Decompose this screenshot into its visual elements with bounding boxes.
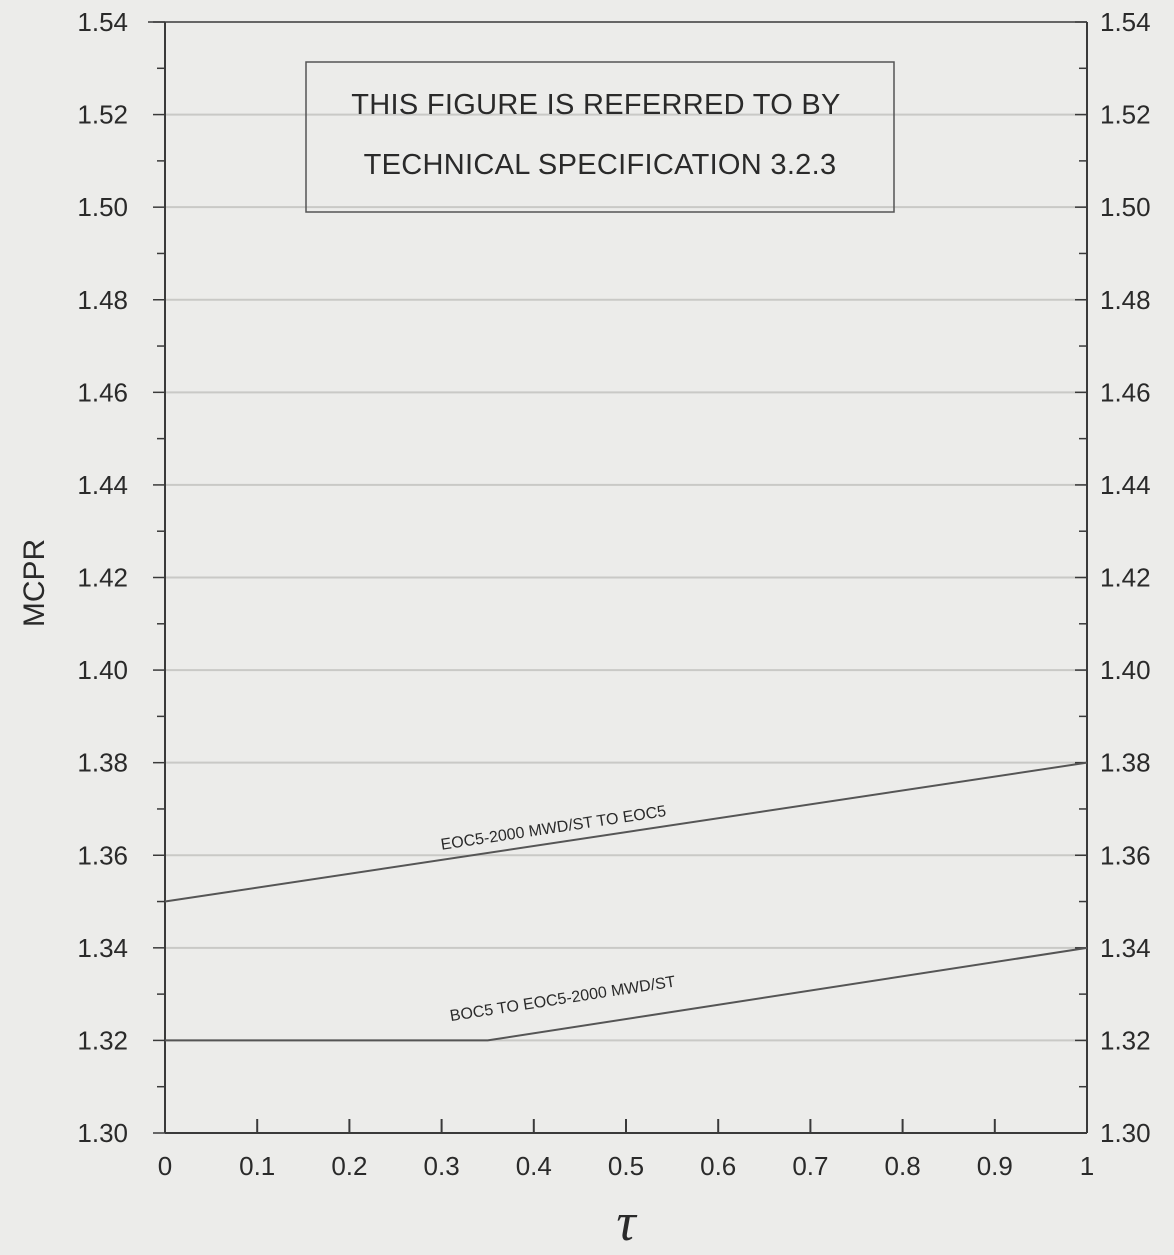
y-tick-label-right: 1.44 <box>1100 470 1151 500</box>
y-tick-label-left: 1.38 <box>77 748 128 778</box>
x-tick-label: 0.6 <box>700 1151 736 1181</box>
series-line-1 <box>164 761 1088 903</box>
y-tick-label-right: 1.32 <box>1100 1025 1151 1055</box>
y-tick-label-right: 1.30 <box>1100 1118 1151 1148</box>
y-tick-label-right: 1.42 <box>1100 563 1151 593</box>
series-line-2 <box>165 946 1088 1042</box>
y-tick-label-right: 1.40 <box>1100 655 1151 685</box>
y-axis-title: MCPR <box>18 539 51 627</box>
x-axis-title: τ <box>616 1192 637 1250</box>
x-tick-label: 0.5 <box>608 1151 644 1181</box>
y-tick-label-left: 1.34 <box>77 933 128 963</box>
series-label-1: EOC5-2000 MWD/ST TO EOC5 <box>440 803 668 854</box>
y-tick-label-left: 1.46 <box>77 377 128 407</box>
y-tick-label-left: 1.44 <box>77 470 128 500</box>
note-line-1: THIS FIGURE IS REFERRED TO BY <box>351 89 840 121</box>
x-tick-label: 0.4 <box>516 1151 552 1181</box>
y-tick-label-left: 1.36 <box>77 840 128 870</box>
y-tick-label-left: 1.54 <box>77 7 128 37</box>
x-tick-label: 0.3 <box>424 1151 460 1181</box>
x-tick-label: 0.2 <box>331 1151 367 1181</box>
y-tick-label-left: 1.40 <box>77 655 128 685</box>
x-tick-label: 0.9 <box>977 1151 1013 1181</box>
y-tick-label-right: 1.48 <box>1100 285 1151 315</box>
y-tick-label-right: 1.34 <box>1100 933 1151 963</box>
y-tick-label-left: 1.50 <box>77 192 128 222</box>
note-box: THIS FIGURE IS REFERRED TO BY TECHNICAL … <box>305 61 895 213</box>
labels-layer: 1.30 1.30 1.32 1.32 1.34 1.34 1.36 1.36 1.38 1.38… <box>77 7 1150 1181</box>
x-tick-label: 0.7 <box>792 1151 828 1181</box>
y-tick-label-right: 1.36 <box>1100 840 1151 870</box>
y-tick-label-left: 1.48 <box>77 285 128 315</box>
y-tick-label-left: 1.42 <box>77 563 128 593</box>
x-tick-label: 0.1 <box>239 1151 275 1181</box>
note-line-2: TECHNICAL SPECIFICATION 3.2.3 <box>364 149 837 181</box>
y-tick-label-left: 1.30 <box>77 1118 128 1148</box>
y-tick-label-left: 1.52 <box>77 100 128 130</box>
x-tick-label: 0.8 <box>885 1151 921 1181</box>
series-layer <box>164 761 1088 1042</box>
y-tick-label-right: 1.46 <box>1100 377 1151 407</box>
x-tick-label: 0 <box>158 1151 172 1181</box>
y-tick-label-right: 1.52 <box>1100 100 1151 130</box>
y-tick-label-right: 1.54 <box>1100 7 1151 37</box>
y-tick-label-right: 1.50 <box>1100 192 1151 222</box>
y-tick-label-left: 1.32 <box>77 1025 128 1055</box>
grid-layer <box>165 113 1087 1042</box>
y-tick-label-right: 1.38 <box>1100 748 1151 778</box>
x-tick-label: 1 <box>1080 1151 1094 1181</box>
